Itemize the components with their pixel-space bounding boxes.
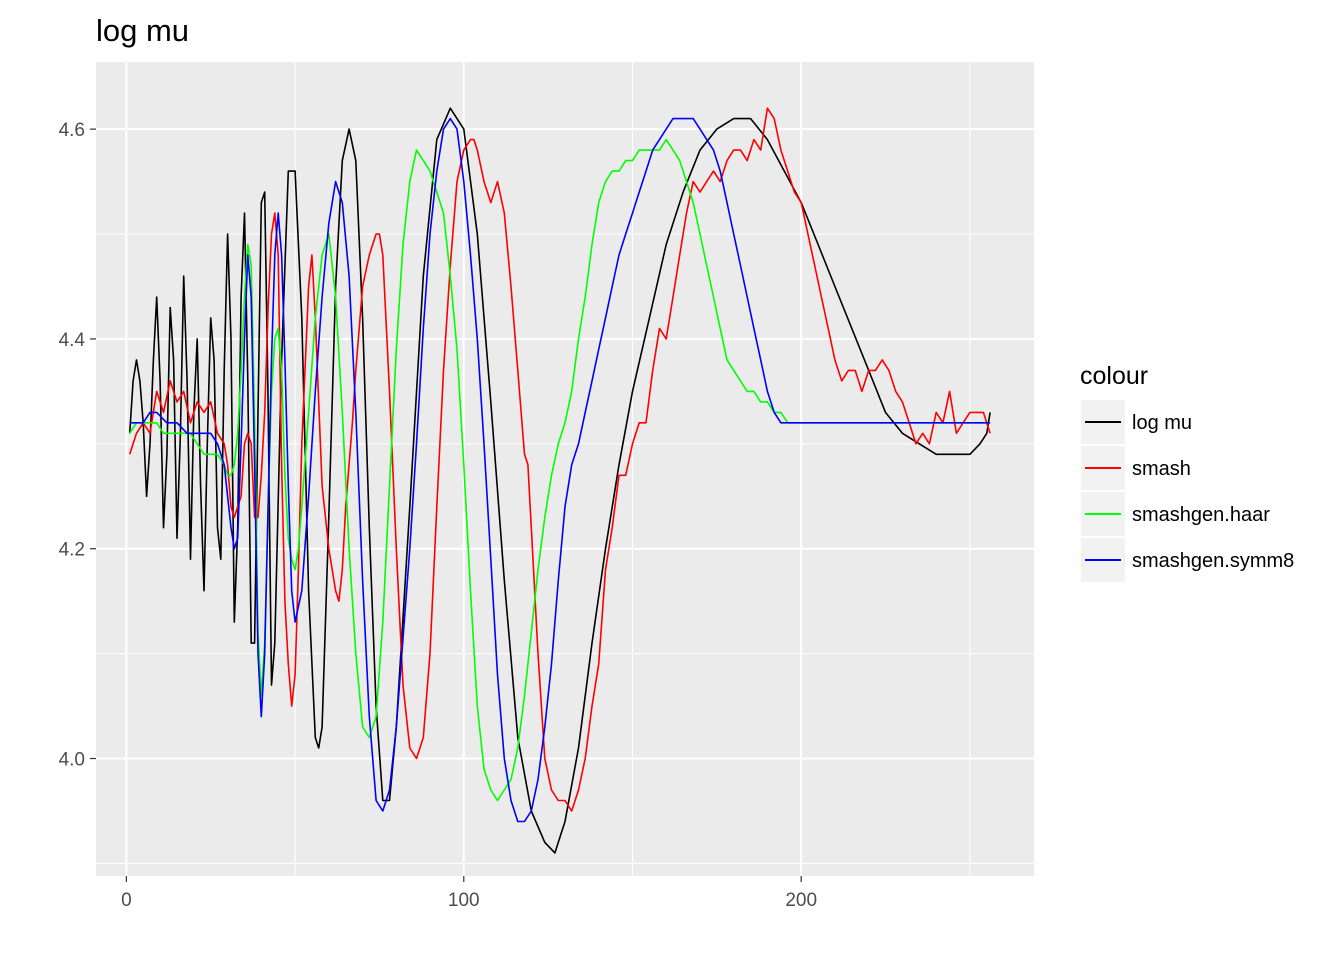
series-lines — [128, 107, 991, 854]
legend: colour log mu smash smashgen.haar smashgen.… — [1080, 362, 1294, 582]
legend-label: smashgen.haar — [1132, 504, 1270, 526]
plot-panel — [96, 62, 1034, 876]
series-line-smash — [128, 107, 991, 812]
x-tick-label: 0 — [121, 890, 132, 911]
axis-ticks — [90, 128, 802, 882]
y-axis-tick-labels: 4.0 4.2 4.4 4.6 — [59, 120, 86, 770]
x-axis-tick-labels: 0 100 200 — [121, 890, 817, 911]
legend-entries: log mu smash smashgen.haar smashgen.symm8 — [1081, 400, 1294, 582]
minor-gridlines — [96, 62, 1034, 876]
series-line-smashgen-haar — [129, 138, 991, 802]
legend-title: colour — [1080, 362, 1148, 390]
x-tick-label: 200 — [785, 890, 817, 911]
legend-label: smashgen.symm8 — [1132, 550, 1294, 572]
y-tick-label: 4.6 — [59, 120, 85, 141]
x-tick-label: 100 — [448, 890, 480, 911]
series-line-smashgen-symm8 — [129, 117, 991, 823]
y-tick-label: 4.4 — [59, 330, 86, 351]
y-tick-label: 4.0 — [59, 750, 85, 771]
y-tick-label: 4.2 — [59, 540, 85, 561]
legend-label: smash — [1132, 458, 1191, 480]
legend-label: log mu — [1132, 412, 1192, 434]
chart-title: log mu — [96, 13, 189, 48]
